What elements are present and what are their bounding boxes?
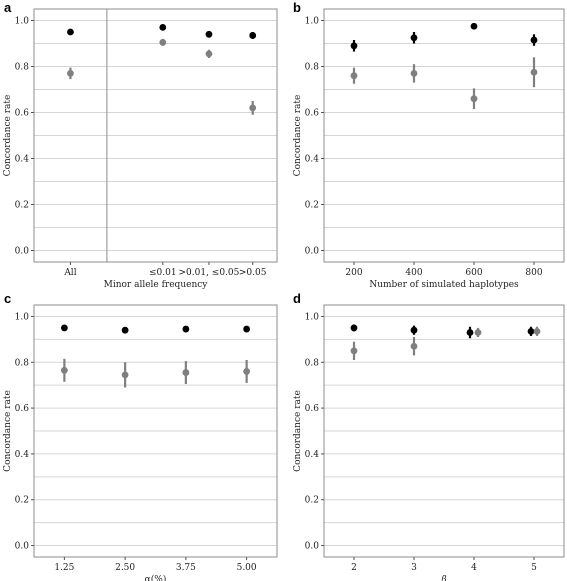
plot-frame bbox=[323, 304, 565, 558]
panel-d: 0.0 0.2 0.4 0.6 0.8 1.0 2 3 4 5 β Concordance rate d bbox=[293, 291, 565, 581]
x-tick-label: 3.75 bbox=[176, 563, 196, 573]
data-point bbox=[60, 366, 68, 374]
data-point bbox=[527, 327, 535, 335]
y-tick-label: 0.4 bbox=[15, 155, 30, 165]
y-tick-label: 1.0 bbox=[15, 312, 30, 322]
data-point bbox=[350, 347, 358, 355]
x-tick-label: 200 bbox=[345, 268, 362, 278]
y-tick-label: 0.0 bbox=[15, 542, 30, 552]
data-point bbox=[249, 104, 257, 112]
data-point bbox=[410, 326, 418, 334]
x-tick-label: >0.05 bbox=[239, 268, 267, 278]
x-axis-title: Minor allele frequency bbox=[104, 280, 209, 290]
x-tick-label: >0.01, ≤0.05 bbox=[179, 268, 240, 278]
plot-frame bbox=[33, 304, 278, 558]
data-point bbox=[474, 329, 482, 336]
y-tick-label: 0.0 bbox=[15, 247, 30, 257]
data-point bbox=[243, 325, 251, 333]
y-tick-label: 1.0 bbox=[15, 17, 30, 27]
data-point bbox=[60, 324, 68, 332]
x-tick-label: 5.00 bbox=[237, 563, 257, 573]
panel-b: 0.0 0.2 0.4 0.6 0.8 1.0 200 400 600 800 Number of … bbox=[293, 0, 565, 290]
data-point bbox=[350, 324, 358, 332]
y-axis-title: Concordance rate bbox=[293, 95, 303, 177]
panel-letter: d bbox=[293, 291, 301, 306]
data-point bbox=[205, 50, 213, 58]
y-tick-label: 0.6 bbox=[15, 109, 30, 119]
y-tick-label: 0.8 bbox=[15, 358, 30, 368]
y-tick-label: 0.6 bbox=[305, 109, 320, 119]
y-tick-label: 0.4 bbox=[305, 450, 320, 460]
y-tick-label: 0.4 bbox=[15, 450, 30, 460]
y-axis-title: Concordance rate bbox=[293, 390, 303, 472]
x-tick-label: All bbox=[63, 268, 76, 278]
data-point bbox=[350, 72, 358, 80]
x-tick-label: 5 bbox=[531, 563, 537, 573]
data-point bbox=[470, 22, 478, 30]
x-tick-label: 3 bbox=[411, 563, 417, 573]
y-tick-label: 1.0 bbox=[305, 312, 320, 322]
x-tick-label: 2.50 bbox=[115, 563, 135, 573]
x-tick-label: ≤0.01 bbox=[149, 268, 177, 278]
y-tick-label: 0.2 bbox=[15, 201, 29, 211]
data-point bbox=[205, 30, 213, 38]
data-point bbox=[530, 36, 538, 44]
data-point bbox=[182, 325, 190, 333]
panel-letter: c bbox=[4, 291, 11, 306]
x-tick-label: 400 bbox=[405, 268, 422, 278]
plot-frame bbox=[33, 8, 278, 263]
y-tick-label: 0.6 bbox=[15, 404, 30, 414]
panel-a: 0.0 0.2 0.4 0.6 0.8 1.0 All ≤0.01 >0.01, ≤0.05 >0… bbox=[3, 0, 278, 290]
x-tick-label: 4 bbox=[471, 563, 477, 573]
y-tick-label: 0.4 bbox=[305, 155, 320, 165]
y-tick-label: 0.0 bbox=[305, 542, 320, 552]
panel-c: 0.0 0.2 0.4 0.6 0.8 1.0 1.25 2.50 3.75 5.00 α(%) Co… bbox=[3, 291, 278, 581]
y-tick-label: 0.2 bbox=[305, 201, 319, 211]
data-point bbox=[410, 70, 418, 77]
y-tick-label: 0.2 bbox=[15, 496, 29, 506]
data-point bbox=[121, 326, 129, 334]
x-axis-title: β bbox=[440, 575, 446, 581]
y-tick-label: 0.0 bbox=[305, 247, 320, 257]
data-point bbox=[159, 24, 167, 31]
data-point bbox=[410, 342, 418, 350]
y-tick-label: 0.8 bbox=[305, 358, 320, 368]
data-point bbox=[410, 34, 418, 42]
x-axis-title: α(%) bbox=[145, 574, 167, 581]
data-point bbox=[466, 329, 474, 336]
y-tick-label: 0.8 bbox=[15, 63, 30, 73]
x-tick-label: 2 bbox=[351, 563, 357, 573]
y-tick-label: 0.6 bbox=[305, 404, 320, 414]
y-tick-label: 0.2 bbox=[305, 496, 319, 506]
plot-frame bbox=[323, 8, 565, 263]
data-point bbox=[182, 369, 190, 376]
data-point bbox=[350, 42, 358, 50]
data-point bbox=[67, 70, 74, 77]
panel-letter: a bbox=[4, 0, 12, 15]
x-tick-label: 1.25 bbox=[54, 563, 74, 573]
data-point bbox=[243, 368, 251, 375]
data-point bbox=[249, 32, 257, 39]
x-tick-label: 800 bbox=[525, 268, 542, 278]
y-tick-label: 1.0 bbox=[305, 17, 320, 27]
y-axis-title: Concordance rate bbox=[3, 95, 13, 177]
y-tick-label: 0.8 bbox=[305, 63, 320, 73]
x-tick-label: 600 bbox=[465, 268, 482, 278]
data-point bbox=[533, 327, 541, 335]
data-point bbox=[530, 68, 538, 76]
y-axis-title: Concordance rate bbox=[3, 390, 13, 472]
data-point bbox=[470, 95, 478, 103]
panel-letter: b bbox=[293, 0, 301, 15]
data-point bbox=[121, 371, 129, 379]
data-point bbox=[67, 28, 74, 36]
x-axis-title: Number of simulated haplotypes bbox=[369, 280, 519, 290]
data-point bbox=[159, 38, 167, 46]
